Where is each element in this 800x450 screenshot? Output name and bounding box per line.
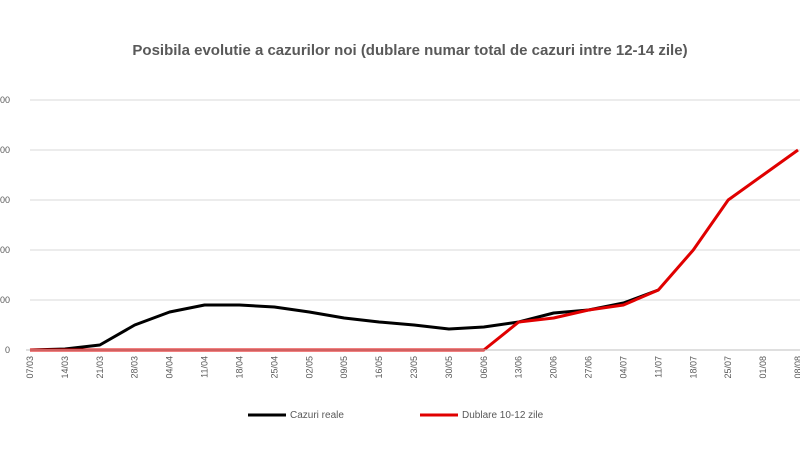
x-tick-label: 18/04 bbox=[234, 356, 244, 379]
data-line bbox=[29, 288, 659, 352]
x-tick-label: 09/05 bbox=[339, 356, 349, 379]
x-tick-label: 08/08 bbox=[793, 356, 800, 379]
x-tick-label: 14/03 bbox=[60, 356, 70, 379]
x-tick-label: 25/04 bbox=[269, 356, 279, 379]
y-tick-label: 0 bbox=[5, 345, 10, 355]
chart-title: Posibila evolutie a cazurilor noi (dubla… bbox=[132, 42, 688, 59]
x-tick-label: 30/05 bbox=[444, 356, 454, 379]
x-tick-label: 16/05 bbox=[374, 356, 384, 379]
x-tick-label: 27/06 bbox=[584, 356, 594, 379]
y-tick-label: 2500 bbox=[0, 95, 10, 105]
legend-label: Cazuri reale bbox=[290, 410, 344, 421]
x-tick-label: 06/06 bbox=[479, 356, 489, 379]
legend-label: Dublare 10-12 zile bbox=[462, 410, 544, 421]
x-tick-label: 11/04 bbox=[200, 356, 210, 378]
x-tick-label: 28/03 bbox=[130, 356, 140, 379]
x-tick-label: 23/05 bbox=[409, 356, 419, 379]
x-tick-label: 11/07 bbox=[653, 356, 663, 378]
y-tick-label: 2000 bbox=[0, 145, 10, 155]
y-tick-label: 500 bbox=[0, 295, 10, 305]
x-tick-label: 02/05 bbox=[304, 356, 314, 379]
x-tick-label: 04/07 bbox=[618, 356, 628, 379]
x-tick-label: 07/03 bbox=[25, 356, 35, 379]
x-tick-label: 18/07 bbox=[688, 356, 698, 379]
x-tick-label: 01/08 bbox=[758, 356, 768, 379]
x-tick-label: 25/07 bbox=[723, 356, 733, 379]
y-tick-label: 1000 bbox=[0, 245, 10, 255]
x-tick-label: 04/04 bbox=[165, 356, 175, 379]
x-tick-label: 21/03 bbox=[95, 356, 105, 379]
x-tick-label: 13/06 bbox=[514, 356, 524, 379]
y-tick-label: 1500 bbox=[0, 195, 10, 205]
x-tick-label: 20/06 bbox=[549, 356, 559, 379]
